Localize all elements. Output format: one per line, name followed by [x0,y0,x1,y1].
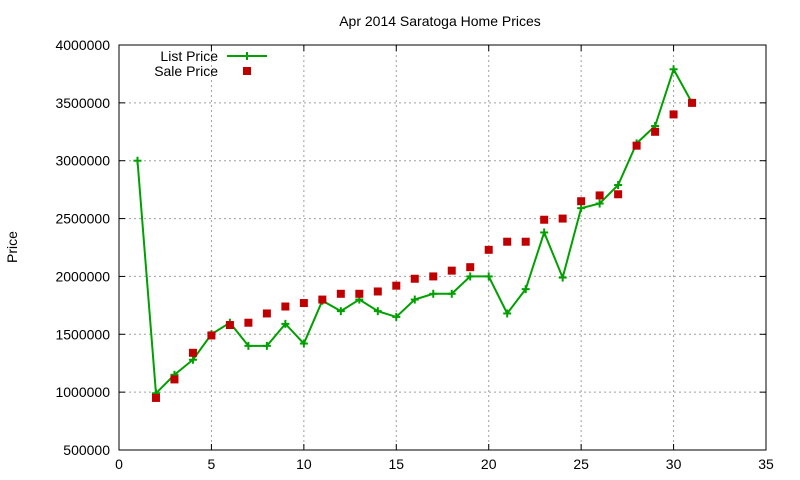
sale-price-point [651,127,660,136]
sale-price-point [244,318,253,327]
list-price-point [669,65,678,74]
list-price-point [558,273,567,282]
x-tick-label: 20 [481,456,497,472]
x-tick-label: 0 [115,456,123,472]
sale-price-point [521,237,530,246]
sale-price-point [540,215,549,224]
y-tick-label: 3500000 [55,95,110,111]
chart-title: Apr 2014 Saratoga Home Prices [339,13,541,29]
y-tick-label: 3000000 [55,153,110,169]
list-price-point [447,289,456,298]
sale-price-point [447,266,456,275]
x-tick-label: 15 [388,456,404,472]
sale-price-point [484,245,493,254]
legend-swatch-list-price [227,52,267,60]
sale-price-point [207,331,216,340]
y-tick-label: 2000000 [55,268,110,284]
sale-price-point [614,190,623,199]
list-price-point [392,312,401,321]
sale-price-point [595,191,604,200]
list-price-point [521,285,530,294]
list-price-point [299,339,308,348]
list-price-point [429,289,438,298]
y-axis-label: Price [4,231,20,263]
y-tick-label: 500000 [63,442,110,458]
list-price-point [410,295,419,304]
list-price-point [614,181,623,190]
list-price-point [577,204,586,213]
sale-price-point [558,214,567,223]
sale-price-point [373,287,382,296]
sale-price-point [170,375,179,384]
legend-label-list-price: List Price [160,48,218,64]
tick-labels: 0 5 10 15 20 25 30 35 500000 1000000 1500000 200000… [55,37,774,472]
sale-price-point [299,299,308,308]
list-price-point [373,307,382,316]
grid [119,45,766,450]
list-price-point [188,355,197,364]
sale-price-point [410,274,419,283]
list-price-point [503,309,512,318]
sale-price-point [632,141,641,150]
sale-price-point [392,281,401,290]
list-price-point [281,319,290,328]
sale-price-point [688,98,697,107]
plot-area [133,65,697,402]
list-price-point [336,307,345,316]
y-tick-label: 4000000 [55,37,110,53]
y-tick-label: 2500000 [55,211,110,227]
y-tick-label: 1000000 [55,384,110,400]
x-tick-label: 35 [758,456,774,472]
x-tick-label: 5 [208,456,216,472]
sale-price-point [281,302,290,311]
legend-swatch-sale-price [243,67,251,75]
sale-price-point [355,289,364,298]
plot-frame [118,44,767,451]
list-price-point [244,341,253,350]
y-tick-label: 1500000 [55,326,110,342]
legend-label-sale-price: Sale Price [154,63,218,79]
list-price-point [484,272,493,281]
sale-price-point [188,348,197,357]
sale-price-point [503,237,512,246]
sale-price-point [225,321,234,330]
list-price-point [262,341,271,350]
sale-price-point [151,393,160,402]
sale-price-point [429,272,438,281]
x-tick-label: 25 [573,456,589,472]
sale-price-point [669,110,678,119]
list-price-point [133,156,142,165]
list-price-point [466,272,475,281]
x-tick-label: 30 [666,456,682,472]
sale-price-point [466,263,475,272]
list-price-point [540,228,549,237]
sale-price-point [336,289,345,298]
x-tick-label: 10 [296,456,312,472]
sale-price-point [577,197,586,206]
list-price-line [136,66,693,396]
sale-price-point [318,295,327,304]
sale-price-point [262,309,271,318]
axis-ticks [118,44,767,451]
list-price-point [595,199,604,208]
